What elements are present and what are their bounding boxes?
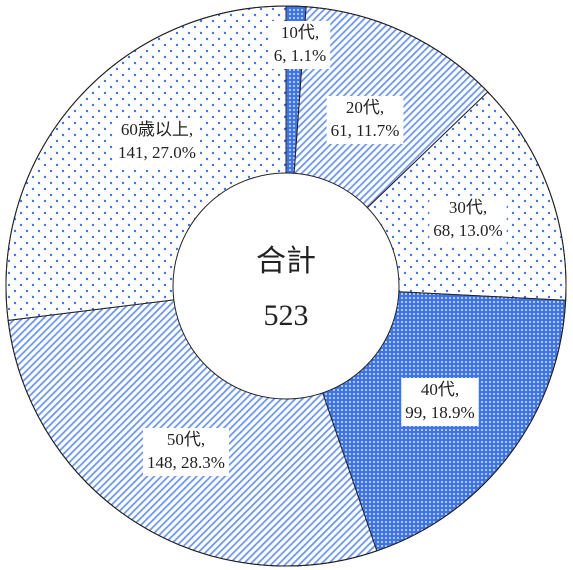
total-value: 523: [264, 299, 309, 332]
value-label: 6, 1.1%: [274, 46, 326, 65]
outer-ring: [5, 5, 567, 567]
category-label: 40代,: [421, 380, 459, 399]
data-label: 50代, 148, 28.3%: [143, 428, 229, 476]
data-label: 40代, 99, 18.9%: [401, 378, 479, 426]
category-label: 10代,: [281, 23, 319, 42]
value-label: 141, 27.0%: [118, 143, 196, 162]
value-label: 148, 28.3%: [147, 453, 225, 472]
data-label: 60歳以上, 141, 27.0%: [114, 118, 200, 166]
label-background: [143, 428, 229, 476]
donut-hole: [172, 172, 400, 400]
data-label: 10代, 6, 1.1%: [269, 21, 331, 69]
value-label: 99, 18.9%: [405, 403, 474, 422]
category-label: 20代,: [346, 98, 384, 117]
data-label: 30代, 68, 13.0%: [429, 196, 507, 244]
label-background: [269, 21, 331, 69]
category-label: 50代,: [167, 430, 205, 449]
category-label: 60歳以上,: [121, 120, 193, 139]
label-background: [429, 196, 507, 244]
total-label: 合計: [256, 245, 316, 278]
value-label: 68, 13.0%: [433, 221, 502, 240]
label-background: [401, 378, 479, 426]
label-background: [114, 118, 200, 166]
label-background: [326, 96, 404, 144]
labels: 10代, 6, 1.1% 20代, 61, 11.7% 30代, 68, 13.0% 40代…: [114, 21, 507, 476]
data-label: 20代, 61, 11.7%: [326, 96, 404, 144]
category-label: 30代,: [449, 198, 487, 217]
value-label: 61, 11.7%: [331, 121, 400, 140]
